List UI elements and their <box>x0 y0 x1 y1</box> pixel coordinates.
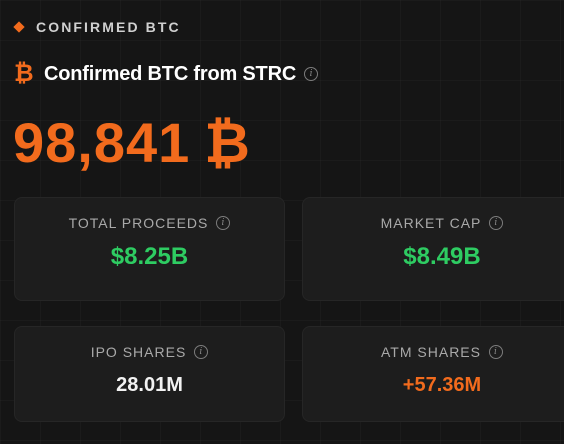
info-icon[interactable]: i <box>489 216 504 230</box>
info-icon[interactable]: i <box>304 67 319 81</box>
section-label: CONFIRMED BTC <box>36 19 181 35</box>
section-header: CONFIRMED BTC <box>13 17 181 37</box>
ipo-shares-card: IPO SHARES i 28.01M <box>14 326 285 422</box>
page-title: Confirmed BTC from STRC <box>44 62 297 85</box>
total-proceeds-card: TOTAL PROCEEDS i $8.25B <box>14 197 285 301</box>
title-row: ₿ Confirmed BTC from STRC i <box>14 60 319 88</box>
card-label-row: ATM SHARES i <box>303 344 564 360</box>
card-label: ATM SHARES <box>381 344 481 360</box>
market-cap-value: $8.49B <box>403 243 481 270</box>
atm-shares-value: +57.36M <box>402 374 482 396</box>
total-proceeds-value: $8.25B <box>110 243 189 270</box>
ipo-shares-value: 28.01M <box>116 374 183 396</box>
card-label: TOTAL PROCEEDS <box>68 215 209 231</box>
market-cap-card: MARKET CAP i $8.49B <box>302 197 564 301</box>
bitcoin-unit-icon: ₿ <box>204 110 251 174</box>
card-label-row: MARKET CAP i <box>303 215 564 231</box>
card-label-row: IPO SHARES i <box>15 344 284 360</box>
btc-amount: 98,841 <box>13 110 191 174</box>
atm-shares-card: ATM SHARES i +57.36M <box>302 326 564 422</box>
info-icon[interactable]: i <box>488 345 503 359</box>
diamond-icon <box>13 21 25 33</box>
info-icon[interactable]: i <box>194 345 209 359</box>
card-label: IPO SHARES <box>90 344 187 360</box>
card-label-row: TOTAL PROCEEDS i <box>15 215 284 231</box>
card-label: MARKET CAP <box>380 215 482 231</box>
info-icon[interactable]: i <box>216 216 231 230</box>
bitcoin-icon: ₿ <box>14 60 34 87</box>
confirmed-btc-value: 98,841 ₿ <box>13 110 251 174</box>
